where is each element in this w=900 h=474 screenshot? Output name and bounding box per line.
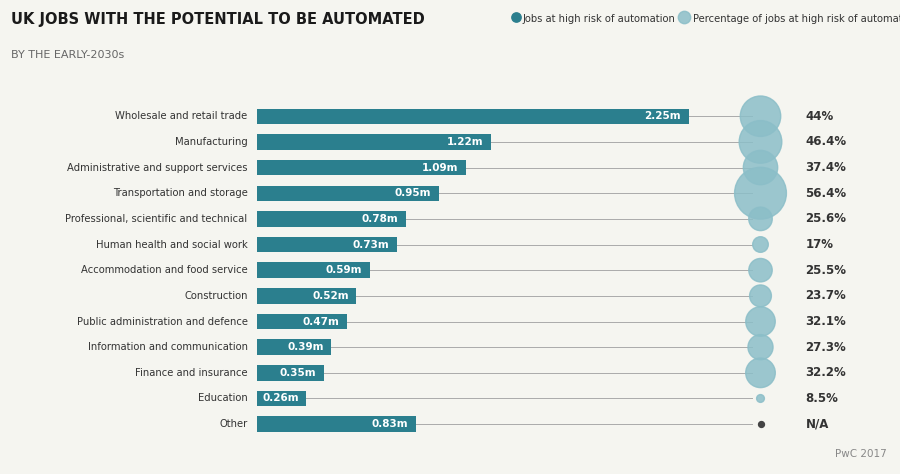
Bar — [256, 263, 370, 278]
Text: N/A: N/A — [806, 418, 829, 431]
Bar — [256, 134, 491, 150]
Bar — [256, 417, 416, 432]
Ellipse shape — [752, 237, 769, 252]
Bar — [256, 365, 324, 381]
Text: 27.3%: 27.3% — [806, 341, 846, 354]
Text: 0.39m: 0.39m — [287, 342, 324, 352]
Bar — [256, 109, 688, 124]
Text: 0.47m: 0.47m — [302, 317, 339, 327]
Text: 2.25m: 2.25m — [644, 111, 681, 121]
Text: 1.22m: 1.22m — [446, 137, 483, 147]
Bar — [256, 391, 306, 406]
Text: Human health and social work: Human health and social work — [95, 239, 248, 249]
Text: 0.73m: 0.73m — [352, 239, 389, 249]
Text: Public administration and defence: Public administration and defence — [76, 317, 248, 327]
Text: Education: Education — [198, 393, 248, 403]
Text: Percentage of jobs at high risk of automation: Percentage of jobs at high risk of autom… — [693, 14, 900, 24]
Text: 0.78m: 0.78m — [362, 214, 399, 224]
Text: Jobs at high risk of automation: Jobs at high risk of automation — [522, 14, 675, 24]
Text: 0.83m: 0.83m — [372, 419, 409, 429]
Text: 23.7%: 23.7% — [806, 289, 846, 302]
Text: 32.2%: 32.2% — [806, 366, 846, 379]
Text: BY THE EARLY-2030s: BY THE EARLY-2030s — [11, 50, 124, 60]
Text: 0.59m: 0.59m — [326, 265, 362, 275]
Ellipse shape — [750, 285, 771, 307]
Ellipse shape — [749, 207, 772, 231]
Text: Information and communication: Information and communication — [87, 342, 248, 352]
Ellipse shape — [741, 96, 780, 137]
Bar — [256, 339, 331, 355]
Bar — [256, 160, 466, 175]
Ellipse shape — [746, 358, 775, 388]
Point — [753, 420, 768, 428]
Text: 17%: 17% — [806, 238, 833, 251]
Ellipse shape — [743, 150, 778, 185]
Text: 0.26m: 0.26m — [262, 393, 299, 403]
Text: 8.5%: 8.5% — [806, 392, 839, 405]
Text: UK JOBS WITH THE POTENTIAL TO BE AUTOMATED: UK JOBS WITH THE POTENTIAL TO BE AUTOMAT… — [11, 12, 425, 27]
Text: Professional, scientific and technical: Professional, scientific and technical — [66, 214, 248, 224]
Ellipse shape — [739, 120, 782, 163]
Bar — [256, 237, 397, 252]
Text: 44%: 44% — [806, 109, 833, 123]
Bar — [256, 314, 346, 329]
Text: 56.4%: 56.4% — [806, 187, 847, 200]
Text: Accommodation and food service: Accommodation and food service — [81, 265, 248, 275]
Text: Administrative and support services: Administrative and support services — [67, 163, 248, 173]
Ellipse shape — [734, 167, 787, 219]
Text: 0.52m: 0.52m — [312, 291, 348, 301]
Text: 0.35m: 0.35m — [279, 368, 316, 378]
Ellipse shape — [757, 394, 764, 402]
Text: Manufacturing: Manufacturing — [175, 137, 248, 147]
Text: 25.5%: 25.5% — [806, 264, 847, 277]
Text: Construction: Construction — [184, 291, 248, 301]
Text: Finance and insurance: Finance and insurance — [135, 368, 248, 378]
Text: 0.95m: 0.95m — [395, 188, 431, 198]
Text: 1.09m: 1.09m — [422, 163, 458, 173]
Text: 37.4%: 37.4% — [806, 161, 846, 174]
Bar — [256, 211, 407, 227]
Text: 46.4%: 46.4% — [806, 136, 847, 148]
Ellipse shape — [746, 307, 775, 336]
Text: Other: Other — [220, 419, 248, 429]
Point — [677, 13, 691, 20]
Text: Wholesale and retail trade: Wholesale and retail trade — [115, 111, 248, 121]
Text: 25.6%: 25.6% — [806, 212, 847, 225]
Point — [508, 13, 523, 20]
Bar — [256, 185, 439, 201]
Bar — [256, 288, 356, 303]
Text: 32.1%: 32.1% — [806, 315, 846, 328]
Ellipse shape — [749, 258, 772, 282]
Ellipse shape — [748, 335, 773, 360]
Text: PwC 2017: PwC 2017 — [835, 449, 886, 459]
Text: Transportation and storage: Transportation and storage — [112, 188, 248, 198]
